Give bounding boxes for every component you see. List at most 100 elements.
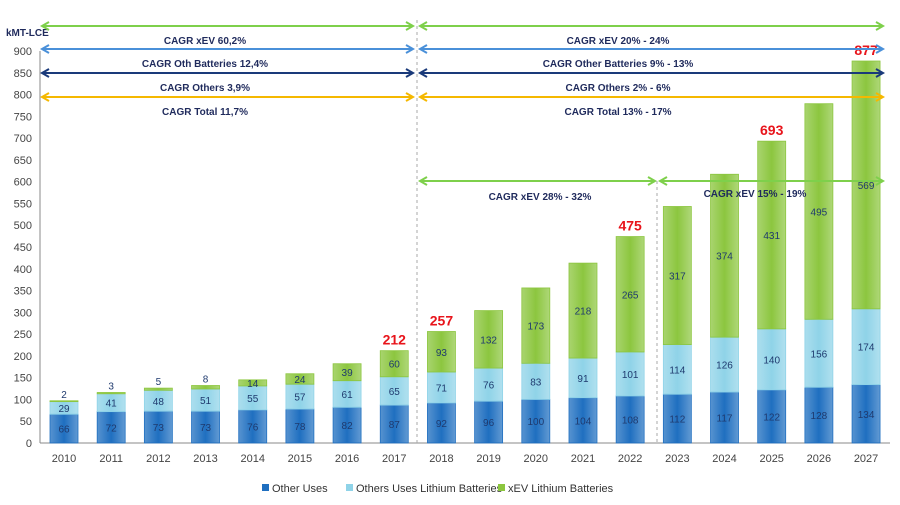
bar-segment bbox=[568, 262, 598, 359]
bar-segment bbox=[757, 389, 787, 444]
bar-segment bbox=[379, 404, 409, 444]
legend-swatch bbox=[498, 484, 505, 491]
x-tick-label: 2017 bbox=[382, 453, 406, 465]
cagr-arrow-head bbox=[875, 176, 886, 186]
bar-segment bbox=[804, 103, 834, 320]
data-label: 83 bbox=[530, 377, 542, 388]
data-label: 104 bbox=[575, 416, 592, 427]
data-label: 72 bbox=[106, 423, 118, 434]
bar-segment bbox=[615, 395, 645, 444]
bar-segment bbox=[379, 350, 409, 378]
y-tick-label: 600 bbox=[14, 177, 32, 189]
bar-segment bbox=[851, 308, 881, 386]
data-label: 126 bbox=[716, 361, 733, 372]
bar-segment bbox=[710, 173, 739, 338]
y-tick-label: 400 bbox=[14, 264, 32, 276]
data-label: 65 bbox=[389, 387, 401, 398]
cagr-arrow-head bbox=[405, 68, 416, 78]
data-label: 101 bbox=[622, 370, 639, 381]
data-label: 82 bbox=[342, 421, 354, 432]
data-label: 41 bbox=[106, 399, 118, 410]
bar-segment bbox=[662, 393, 692, 444]
x-tick-label: 2016 bbox=[335, 453, 359, 465]
x-tick-label: 2014 bbox=[240, 453, 264, 465]
data-label: 71 bbox=[436, 383, 448, 394]
y-tick-label: 450 bbox=[14, 242, 32, 254]
cagr-arrow-head bbox=[39, 68, 50, 78]
x-tick-label: 2020 bbox=[524, 453, 548, 465]
data-label: 76 bbox=[247, 422, 259, 433]
cagr-label: CAGR xEV 15% - 19% bbox=[704, 189, 807, 200]
data-label: 122 bbox=[763, 412, 780, 423]
x-tick-label: 2025 bbox=[759, 453, 783, 465]
cagr-label: CAGR Others 2% - 6% bbox=[565, 83, 670, 94]
bar-segment bbox=[757, 140, 787, 330]
y-tick-label: 100 bbox=[14, 394, 32, 406]
x-tick-label: 2022 bbox=[618, 453, 642, 465]
data-label: 39 bbox=[342, 368, 354, 379]
y-tick-label: 250 bbox=[14, 329, 32, 341]
cagr-arrow-head bbox=[647, 176, 658, 186]
x-tick-label: 2026 bbox=[807, 453, 831, 465]
y-tick-label: 150 bbox=[14, 373, 32, 385]
data-label: 91 bbox=[577, 374, 589, 385]
y-tick-label: 300 bbox=[14, 307, 32, 319]
total-label: 877 bbox=[854, 42, 878, 58]
cagr-label: CAGR Oth Batteries 12,4% bbox=[142, 59, 268, 70]
data-label: 92 bbox=[436, 419, 448, 430]
total-label: 475 bbox=[618, 218, 642, 234]
bar-segment bbox=[332, 363, 362, 382]
data-label: 173 bbox=[527, 322, 544, 333]
cagr-arrow-head bbox=[405, 44, 416, 54]
data-label: 29 bbox=[58, 404, 70, 415]
y-tick-label: 800 bbox=[14, 90, 32, 102]
cagr-label: CAGR Other Batteries 9% - 13% bbox=[543, 59, 694, 70]
x-tick-label: 2027 bbox=[854, 453, 878, 465]
cagr-arrow-head bbox=[875, 92, 886, 102]
data-label: 140 bbox=[763, 355, 780, 366]
data-label: 87 bbox=[389, 420, 401, 431]
bar-segment bbox=[285, 408, 315, 444]
data-label: 108 bbox=[622, 415, 639, 426]
bar-segment bbox=[662, 206, 692, 345]
data-label: 66 bbox=[58, 425, 70, 436]
cagr-arrow-head bbox=[417, 176, 428, 186]
bar-segment bbox=[474, 310, 504, 369]
bar-segment bbox=[474, 367, 504, 402]
cagr-arrow-head bbox=[875, 68, 886, 78]
cagr-label: CAGR xEV 60,2% bbox=[164, 36, 246, 47]
data-label: 100 bbox=[527, 417, 544, 428]
data-label: 569 bbox=[858, 181, 875, 192]
y-tick-label: 700 bbox=[14, 133, 32, 145]
data-label: 495 bbox=[811, 208, 828, 219]
cagr-label: CAGR Others 3,9% bbox=[160, 83, 250, 94]
x-tick-label: 2011 bbox=[99, 453, 123, 465]
bar-segment bbox=[49, 400, 79, 403]
cagr-label: CAGR xEV 20% - 24% bbox=[567, 36, 670, 47]
x-tick-label: 2012 bbox=[146, 453, 170, 465]
bar-segment bbox=[379, 376, 409, 406]
x-tick-label: 2021 bbox=[571, 453, 595, 465]
cagr-arrow-head bbox=[39, 21, 50, 31]
legend-swatch bbox=[346, 484, 353, 491]
x-tick-label: 2015 bbox=[288, 453, 312, 465]
cagr-arrow-head bbox=[417, 44, 428, 54]
cagr-label: CAGR Total 13% - 17% bbox=[564, 107, 671, 118]
y-tick-label: 500 bbox=[14, 220, 32, 232]
data-label: 431 bbox=[763, 231, 780, 242]
bar-segment bbox=[568, 397, 598, 444]
cagr-label: CAGR xEV 28% - 32% bbox=[489, 192, 592, 203]
y-tick-label: 750 bbox=[14, 111, 32, 123]
data-label: 317 bbox=[669, 272, 686, 283]
total-label: 693 bbox=[760, 122, 784, 138]
bar-segment bbox=[238, 379, 268, 387]
data-label: 265 bbox=[622, 290, 639, 301]
data-label: 8 bbox=[203, 375, 209, 386]
legend-label: xEV Lithium Batteries bbox=[508, 483, 614, 495]
bar-segment bbox=[96, 411, 126, 444]
data-label: 114 bbox=[669, 365, 685, 376]
data-label: 374 bbox=[716, 252, 733, 263]
bar-segment bbox=[96, 392, 126, 395]
